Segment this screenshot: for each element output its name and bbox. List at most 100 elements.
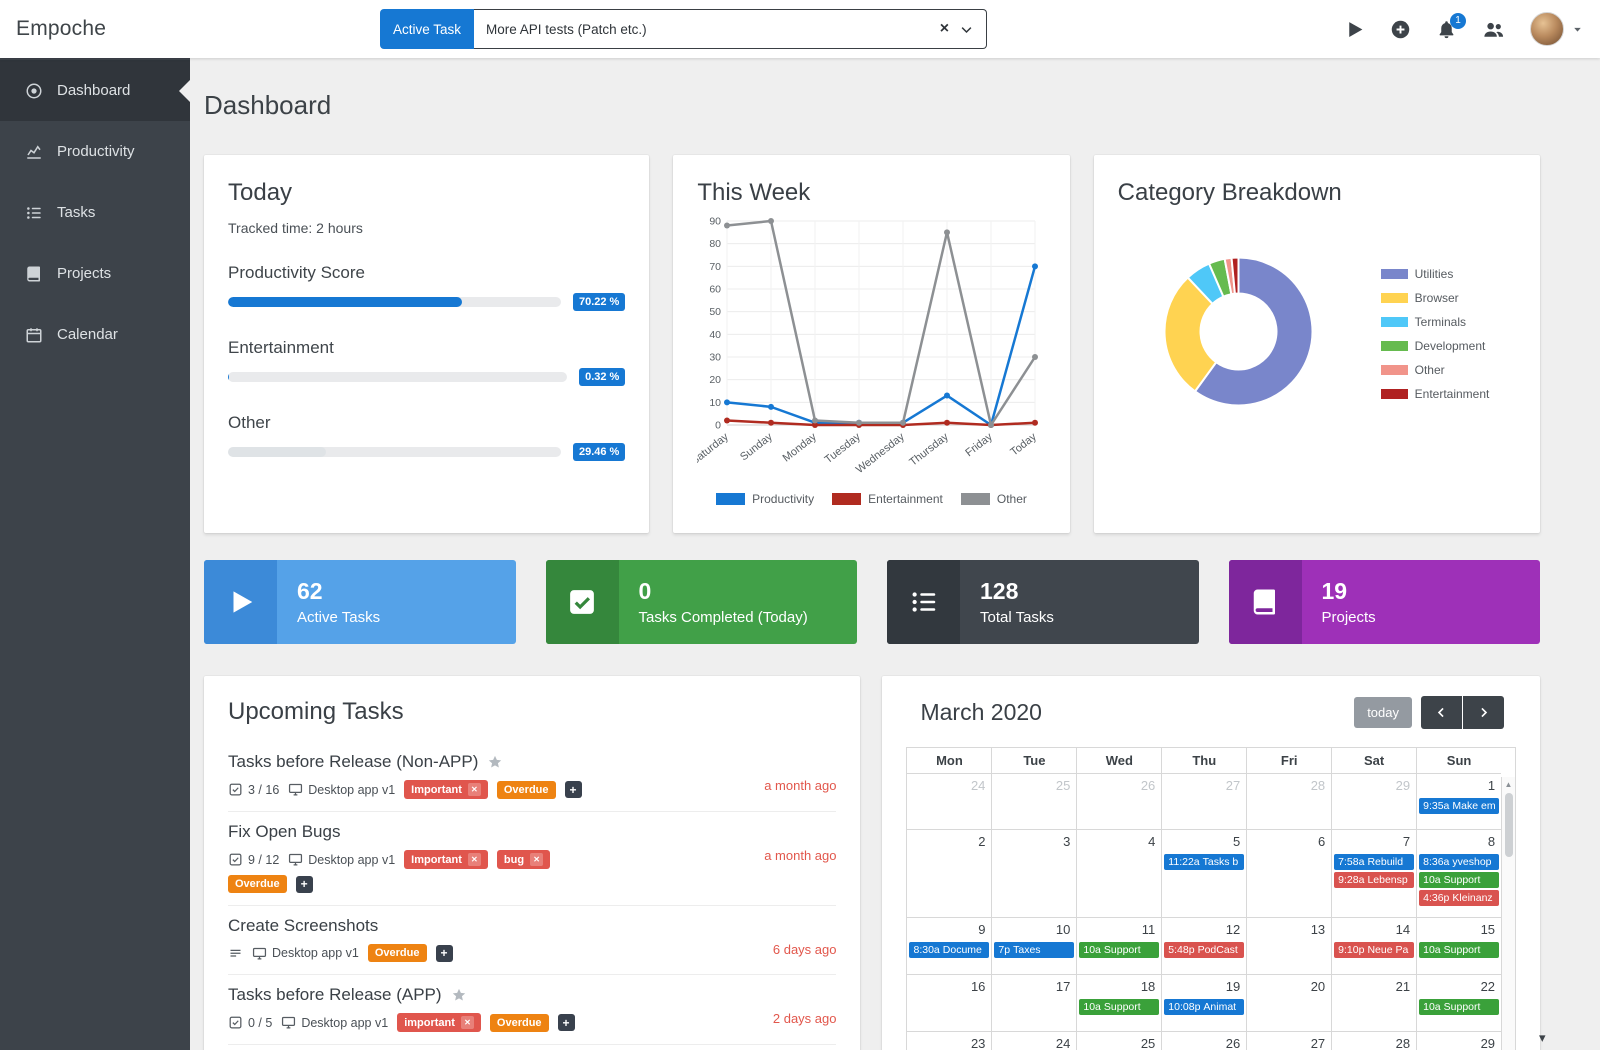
remove-tag-icon[interactable]: ✕	[467, 853, 481, 866]
calendar-day-8[interactable]: 8 8:36a yveshop 10a Support 4:36p Kleinanz	[1417, 830, 1501, 917]
calendar-day-29[interactable]: 29	[1332, 774, 1418, 829]
calendar-day-17[interactable]: 17	[992, 975, 1078, 1031]
calendar-event[interactable]: 5:48p PodCast	[1164, 942, 1245, 958]
calendar-day-20[interactable]: 20	[1247, 975, 1333, 1031]
task-item[interactable]: Create Screenshots Desktop app v1 Overdue +…	[228, 906, 837, 975]
calendar-day-21[interactable]: 21	[1332, 975, 1418, 1031]
scrollbar-thumb[interactable]	[1504, 793, 1513, 857]
tag-important[interactable]: Important ✕	[404, 850, 488, 869]
calendar-day-22[interactable]: 22 10a Support	[1417, 975, 1501, 1031]
calendar-event[interactable]: 10a Support	[1079, 942, 1160, 958]
avatar[interactable]	[1530, 12, 1564, 46]
calendar-event[interactable]: 7:58a Rebuild	[1334, 854, 1415, 870]
task-project[interactable]: Desktop app v1	[252, 946, 359, 961]
calendar-day-23[interactable]: 23	[907, 1032, 993, 1050]
start-timer-button[interactable]	[1344, 19, 1365, 40]
stat-card-projects[interactable]: 19 Projects	[1228, 560, 1540, 644]
calendar-day-9[interactable]: 9 8:30a Docume	[907, 918, 993, 974]
sidebar-item-calendar[interactable]: Calendar	[0, 304, 190, 365]
active-task-button[interactable]: Active Task	[380, 9, 475, 49]
calendar-event[interactable]: 8:30a Docume	[909, 942, 990, 958]
prev-month-button[interactable]	[1421, 696, 1462, 729]
calendar-day-3[interactable]: 3	[992, 830, 1078, 917]
task-item[interactable]: Tasks before Release (Non-APP) 3 / 16 Desk…	[228, 742, 837, 812]
legend-item-entertainment[interactable]: Entertainment	[1380, 387, 1489, 401]
user-menu[interactable]	[1530, 12, 1584, 46]
tag-overdue[interactable]: Overdue	[496, 780, 556, 799]
calendar-event[interactable]: 10a Support	[1419, 942, 1500, 958]
calendar-day-18[interactable]: 18 10a Support	[1077, 975, 1163, 1031]
chevron-down-icon[interactable]	[959, 22, 974, 37]
sidebar-item-projects[interactable]: Projects	[0, 243, 190, 304]
notifications-button[interactable]: 1	[1436, 12, 1466, 40]
calendar-day-6[interactable]: 6	[1247, 830, 1333, 917]
calendar-event[interactable]: 7p Taxes	[994, 942, 1075, 958]
task-item[interactable]: Fix Open Bugs 9 / 12 Desktop app v1 Importa…	[228, 812, 837, 906]
calendar-day-24[interactable]: 24	[907, 774, 993, 829]
calendar-day-13[interactable]: 13	[1247, 918, 1333, 974]
legend-item-entertainment[interactable]: Entertainment	[832, 492, 943, 506]
active-task-select[interactable]: More API tests (Patch etc.) ×	[474, 9, 988, 49]
calendar-day-7[interactable]: 7 7:58a Rebuild 9:28a Lebensp	[1332, 830, 1418, 917]
clear-task-icon[interactable]: ×	[939, 20, 950, 37]
tag-overdue[interactable]: Overdue	[228, 875, 287, 893]
legend-item-terminals[interactable]: Terminals	[1380, 315, 1490, 329]
add-tag-button[interactable]: +	[435, 944, 453, 962]
legend-item-productivity[interactable]: Productivity	[716, 492, 814, 506]
calendar-event[interactable]: 10a Support	[1079, 999, 1160, 1015]
tag-important[interactable]: important ✕	[397, 1013, 481, 1032]
calendar-day-25[interactable]: 25	[992, 774, 1078, 829]
calendar-event[interactable]: 9:28a Lebensp	[1334, 872, 1415, 888]
task-project[interactable]: Desktop app v1	[288, 852, 395, 867]
calendar-day-11[interactable]: 11 10a Support	[1077, 918, 1163, 974]
team-button[interactable]	[1482, 18, 1505, 41]
caret-down-icon[interactable]	[1571, 23, 1584, 36]
calendar-day-19[interactable]: 19 10:08p Animat	[1162, 975, 1248, 1031]
calendar-day-12[interactable]: 12 5:48p PodCast	[1162, 918, 1248, 974]
task-item[interactable]: Tasks before Release (APP) 0 / 5 Desktop a…	[228, 975, 837, 1045]
sidebar-item-tasks[interactable]: Tasks	[0, 182, 190, 243]
brand-logo[interactable]: Empoche	[16, 17, 107, 40]
stat-card-total-tasks[interactable]: 128 Total Tasks	[887, 560, 1199, 644]
today-button[interactable]: today	[1354, 697, 1412, 728]
calendar-event[interactable]: 10:08p Animat	[1164, 999, 1245, 1015]
calendar-day-26[interactable]: 26	[1077, 774, 1163, 829]
sidebar-item-productivity[interactable]: Productivity	[0, 121, 190, 182]
calendar-day-24[interactable]: 24	[992, 1032, 1078, 1050]
legend-item-other[interactable]: Other	[1380, 363, 1490, 377]
calendar-day-25[interactable]: 25	[1077, 1032, 1163, 1050]
calendar-day-27[interactable]: 27	[1247, 1032, 1333, 1050]
legend-item-utilities[interactable]: Utilities	[1380, 267, 1490, 281]
add-tag-button[interactable]: +	[564, 781, 582, 798]
calendar-day-28[interactable]: 28	[1332, 1032, 1418, 1050]
remove-tag-icon[interactable]: ✕	[467, 783, 481, 796]
tag-bug[interactable]: bug ✕	[496, 850, 551, 869]
calendar-day-15[interactable]: 15 10a Support	[1417, 918, 1501, 974]
scroll-up-icon[interactable]: ▲	[1504, 780, 1513, 789]
calendar-event[interactable]: 9:10p Neue Pa	[1334, 942, 1415, 958]
add-tag-button[interactable]: +	[557, 1014, 575, 1031]
calendar-day-14[interactable]: 14 9:10p Neue Pa	[1332, 918, 1418, 974]
task-project[interactable]: Desktop app v1	[281, 1015, 388, 1030]
donut-segment-browser[interactable]	[1163, 276, 1218, 393]
tag-important[interactable]: Important ✕	[404, 780, 488, 799]
calendar-day-29[interactable]: 29	[1417, 1032, 1501, 1050]
sidebar-item-dashboard[interactable]: Dashboard	[0, 60, 190, 121]
calendar-event[interactable]: 9:35a Make em	[1419, 798, 1500, 814]
add-button[interactable]	[1390, 19, 1411, 40]
calendar-day-16[interactable]: 16	[907, 975, 993, 1031]
task-item[interactable]: Rebuild g5G und Co	[228, 1045, 836, 1050]
calendar-day-27[interactable]: 27	[1162, 774, 1248, 829]
donut-segment-utilities[interactable]	[1193, 256, 1314, 407]
calendar-day-5[interactable]: 5 11:22a Tasks b	[1162, 830, 1248, 917]
tag-overdue[interactable]: Overdue	[489, 1013, 549, 1032]
remove-tag-icon[interactable]: ✕	[530, 853, 544, 866]
calendar-event[interactable]: 10a Support	[1419, 999, 1500, 1015]
calendar-day-4[interactable]: 4	[1077, 830, 1163, 917]
tag-overdue[interactable]: Overdue	[367, 944, 427, 962]
stat-card-active-tasks[interactable]: 62 Active Tasks	[204, 560, 516, 644]
calendar-scrollbar[interactable]: ▲	[1501, 777, 1515, 1050]
legend-item-browser[interactable]: Browser	[1380, 291, 1490, 305]
add-tag-button[interactable]: +	[295, 875, 313, 893]
calendar-day-10[interactable]: 10 7p Taxes	[992, 918, 1078, 974]
